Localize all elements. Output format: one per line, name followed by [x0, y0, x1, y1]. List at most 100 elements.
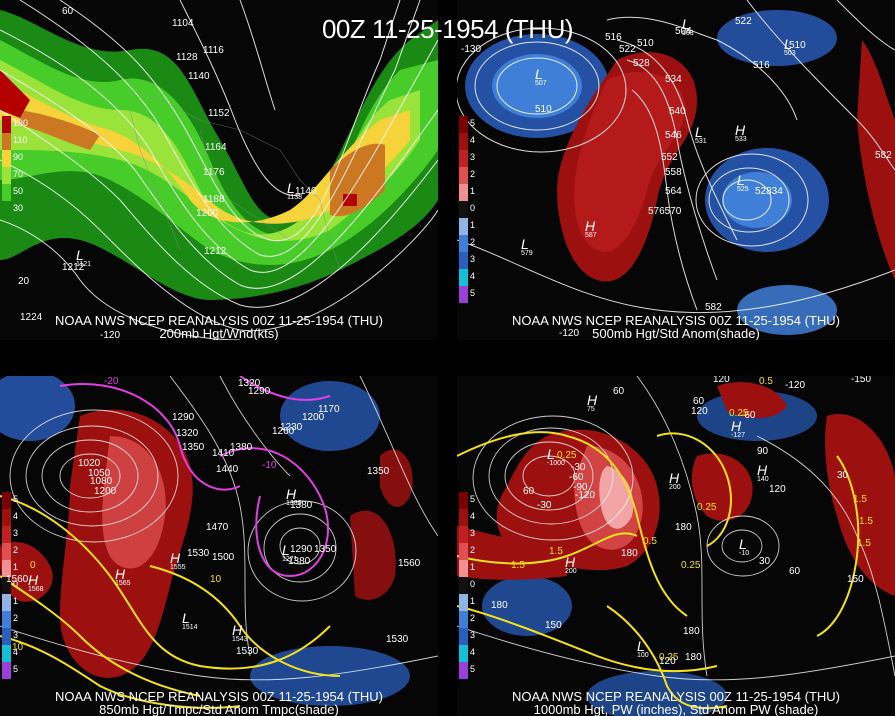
- contour-label: 1212: [204, 246, 227, 257]
- contour-label: -150: [851, 376, 872, 385]
- legend-item: 4: [459, 133, 483, 150]
- center-value: 1543: [232, 636, 248, 643]
- center-letter: H: [170, 550, 181, 566]
- center-letter: L: [695, 124, 703, 140]
- contour-label: 582: [705, 302, 722, 313]
- panel-subtitle: 850mb Hgt/Tmpc/Std Anom Tmpc(shade): [99, 702, 339, 716]
- contour-label: 120: [659, 656, 676, 667]
- legend-item: 4: [459, 645, 483, 662]
- legend-label: 0: [13, 579, 19, 589]
- legend-item: 3: [2, 526, 26, 543]
- center-value: 1568: [28, 586, 44, 593]
- legend-swatch: [459, 252, 468, 269]
- legend-item: 1: [459, 184, 483, 201]
- legend-item: 3: [459, 252, 483, 269]
- contour-label: 1440: [216, 464, 239, 475]
- contour-label: 0.5: [643, 536, 657, 547]
- contour-label: 1560: [398, 558, 421, 569]
- center-letter: H: [757, 462, 768, 478]
- std-anomaly-legend: 5 4 3 2 1 0 1 2 3 4 5: [459, 492, 483, 679]
- contour-label: 1020: [78, 458, 101, 469]
- legend-swatch: [2, 526, 11, 543]
- contour-label: 1116: [203, 45, 224, 56]
- contour-label: 20: [18, 276, 30, 287]
- legend-swatch: [459, 167, 468, 184]
- center-value: 1121: [76, 261, 92, 268]
- high-pressure-center: H 200: [565, 554, 577, 575]
- legend-item: 2: [459, 167, 483, 184]
- contour-label: 1170: [318, 404, 340, 415]
- center-value: 1138: [287, 194, 303, 201]
- contour-label: 1380: [230, 442, 253, 453]
- legend-swatch: [2, 133, 11, 150]
- contour-label: 510: [637, 38, 654, 49]
- center-letter: H: [565, 554, 576, 570]
- legend-label: 2: [470, 613, 476, 623]
- contour-label: 60: [693, 396, 705, 407]
- legend-item: 110: [2, 133, 27, 150]
- legend-item: 2: [459, 611, 483, 628]
- contour-label: 30: [837, 470, 849, 481]
- low-pressure-center: L 503: [784, 36, 796, 57]
- contour-label: 1290: [290, 544, 313, 555]
- legend-label: 5: [470, 288, 476, 298]
- contour-label: -120: [785, 380, 806, 391]
- contour-label: 1152: [208, 108, 230, 119]
- temp-anomaly-shading: [0, 376, 438, 716]
- center-letter: H: [585, 218, 596, 234]
- contour-label: 1500: [212, 552, 235, 563]
- center-letter: L: [182, 610, 190, 626]
- legend-label: 4: [13, 511, 19, 521]
- contour-label: 522: [619, 44, 636, 55]
- high-pressure-center: H 1555: [170, 550, 186, 571]
- contour-label: 540: [669, 106, 686, 117]
- legend-label: 1: [470, 596, 476, 606]
- contour-label: 1212: [62, 262, 85, 273]
- legend-label: 1: [470, 220, 476, 230]
- contour-label: 516: [605, 32, 622, 43]
- contour-label: 90: [757, 446, 769, 457]
- legend-swatch: [459, 543, 468, 560]
- legend-swatch: [2, 611, 11, 628]
- contour-label: 1290: [172, 412, 195, 423]
- legend-label: 4: [470, 271, 476, 281]
- legend-label: 3: [470, 254, 476, 264]
- legend-label: 3: [13, 528, 19, 538]
- center-letter: L: [637, 638, 645, 654]
- contour-label: -30: [571, 462, 586, 473]
- contour-label: 1350: [182, 442, 205, 453]
- contour-label: 1200: [196, 208, 219, 219]
- contour-label: 576570: [648, 206, 682, 217]
- high-pressure-center: H 200: [669, 470, 681, 491]
- center-letter: H: [286, 486, 297, 502]
- low-pressure-center: L 1514: [182, 610, 198, 631]
- contour-label: 150: [847, 574, 864, 585]
- legend-item: 3: [459, 150, 483, 167]
- contour-label: 1104: [172, 18, 194, 29]
- contour-label: 1.5: [857, 538, 871, 549]
- contour-label: 534: [665, 74, 682, 85]
- jet-stream-shading: [0, 0, 438, 340]
- center-value: 100: [637, 652, 649, 659]
- legend-item: 3: [459, 526, 483, 543]
- legend-swatch: [2, 184, 11, 201]
- legend-label: 0: [470, 579, 476, 589]
- panel-credit: NOAA NWS NCEP REANALYSIS 00Z 11-25-1954 …: [512, 313, 840, 328]
- contour-label: -120: [575, 490, 596, 501]
- legend-item: 130: [2, 116, 28, 133]
- center-letter: L: [682, 16, 690, 32]
- legend-swatch: [459, 269, 468, 286]
- center-letter: H: [28, 572, 39, 588]
- contour-label: 1560: [6, 574, 29, 585]
- contour-label: 10: [210, 574, 222, 585]
- contour-label: -20: [104, 376, 119, 387]
- center-value: 533: [735, 136, 747, 143]
- contour-label: 10: [12, 642, 24, 653]
- center-letter: L: [282, 542, 290, 558]
- legend-label: 90: [13, 152, 24, 162]
- contour-label: 546: [665, 130, 682, 141]
- contour-label: 1230: [280, 422, 303, 433]
- legend-item: 1: [2, 594, 26, 611]
- contour-label: 1200: [302, 412, 325, 423]
